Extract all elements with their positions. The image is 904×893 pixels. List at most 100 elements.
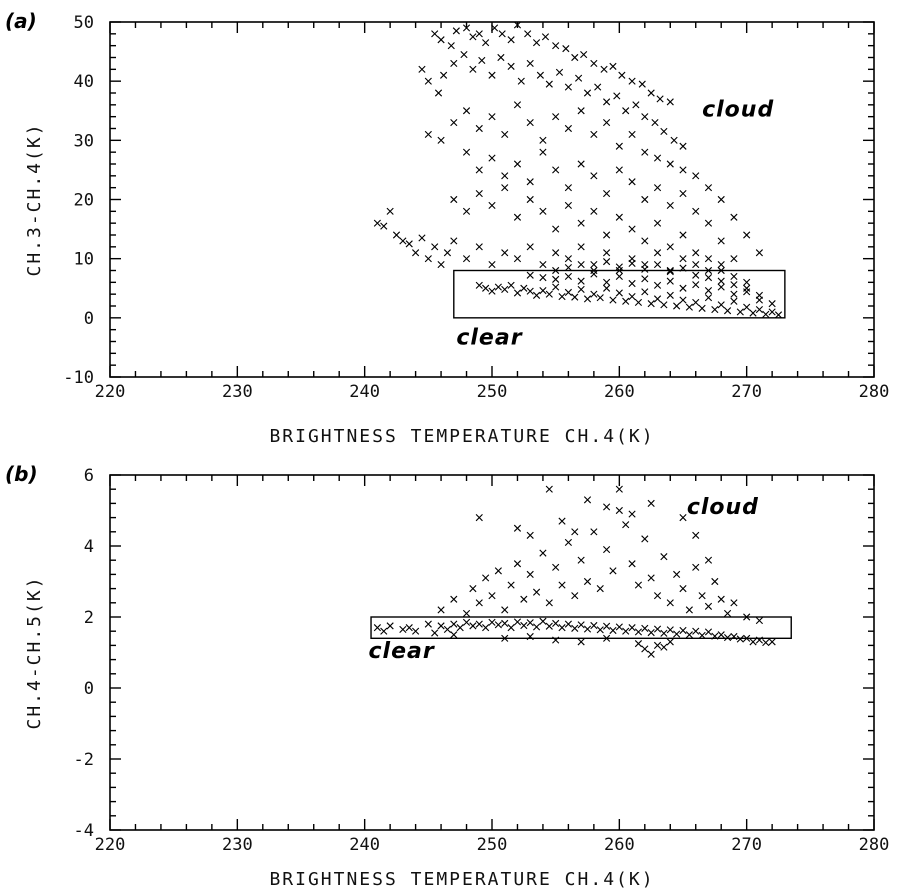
scatter-point bbox=[660, 553, 668, 561]
scatter-point bbox=[475, 514, 483, 522]
scatter-point bbox=[469, 33, 477, 41]
scatter-point bbox=[539, 549, 547, 557]
scatter-point bbox=[536, 71, 544, 79]
scatter-point bbox=[666, 638, 674, 646]
scatter-point bbox=[475, 189, 483, 198]
scatter-point bbox=[634, 628, 643, 636]
scatter-point bbox=[622, 297, 630, 305]
scatter-point bbox=[513, 618, 522, 626]
scatter-point bbox=[488, 260, 496, 269]
scatter-point bbox=[704, 294, 713, 302]
scatter-point bbox=[405, 624, 413, 632]
scatter-point bbox=[552, 166, 560, 174]
scatter-point bbox=[501, 249, 509, 257]
scatter-point bbox=[545, 290, 553, 298]
scatter-point bbox=[418, 65, 426, 73]
scatter-point bbox=[571, 53, 579, 62]
scatter-point bbox=[490, 24, 499, 32]
scatter-point bbox=[552, 42, 560, 50]
scatter-point bbox=[743, 284, 751, 292]
scatter-point bbox=[603, 278, 611, 286]
annotation-cloud: cloud bbox=[702, 98, 774, 123]
scatter-point bbox=[574, 74, 583, 82]
y-tick-label: 40 bbox=[74, 72, 94, 92]
annotation-cloud: cloud bbox=[687, 495, 759, 520]
scatter-point bbox=[380, 222, 388, 230]
scatter-point bbox=[526, 632, 534, 641]
scatter-point bbox=[717, 195, 725, 204]
scatter-point bbox=[673, 570, 681, 578]
y-tick-label: 0 bbox=[84, 679, 94, 699]
scatter-point bbox=[558, 292, 566, 301]
scatter-point bbox=[583, 625, 592, 633]
scatter-point bbox=[615, 263, 623, 271]
scatter-point bbox=[647, 574, 655, 582]
scatter-point bbox=[755, 305, 763, 314]
scatter-point bbox=[558, 624, 566, 632]
scatter-point bbox=[609, 626, 617, 635]
scatter-point bbox=[666, 599, 674, 607]
scatter-point bbox=[564, 184, 572, 192]
scatter-point bbox=[452, 27, 460, 35]
scatter-point bbox=[628, 259, 636, 267]
scatter-point bbox=[698, 304, 706, 312]
scatter-point bbox=[673, 302, 681, 310]
scatter-point bbox=[653, 260, 662, 269]
scatter-point bbox=[755, 249, 763, 257]
scatter-point bbox=[577, 260, 585, 269]
scatter-point bbox=[399, 625, 407, 634]
y-tick-label: 4 bbox=[84, 537, 94, 557]
scatter-point bbox=[717, 301, 725, 309]
scatter-point bbox=[507, 581, 515, 589]
scatter-point bbox=[692, 627, 700, 635]
scatter-point bbox=[622, 627, 630, 635]
scatter-point bbox=[437, 260, 445, 269]
scatter-point bbox=[666, 243, 674, 251]
scatter-point bbox=[590, 172, 598, 180]
scatter-point bbox=[634, 298, 643, 307]
x-tick-label: 260 bbox=[604, 835, 635, 855]
scatter-point bbox=[418, 234, 426, 242]
scatter-point bbox=[774, 311, 783, 319]
scatter-point bbox=[475, 124, 483, 133]
scatter-point bbox=[526, 195, 534, 204]
scatter-point bbox=[392, 231, 401, 239]
scatter-point bbox=[545, 599, 553, 607]
scatter-point bbox=[622, 107, 630, 115]
scatter-point bbox=[475, 281, 483, 289]
scatter-point bbox=[711, 305, 719, 314]
scatter-point bbox=[513, 213, 522, 221]
scatter-point bbox=[666, 626, 674, 634]
scatter-point bbox=[704, 556, 713, 564]
scatter-point bbox=[488, 201, 496, 210]
scatter-point bbox=[692, 172, 700, 180]
y-tick-label: 2 bbox=[84, 608, 94, 628]
scatter-point bbox=[564, 538, 572, 547]
scatter-point bbox=[628, 560, 636, 568]
scatter-point bbox=[498, 30, 506, 38]
scatter-point bbox=[412, 249, 420, 257]
y-tick-label: -4 bbox=[74, 821, 94, 841]
scatter-point bbox=[450, 118, 458, 127]
scatter-point bbox=[692, 260, 700, 269]
scatter-point bbox=[603, 249, 611, 257]
scatter-point bbox=[562, 45, 570, 53]
scatter-point bbox=[590, 621, 598, 630]
scatter-point bbox=[596, 294, 604, 302]
scatter-point bbox=[641, 195, 649, 204]
scatter-point bbox=[679, 231, 687, 239]
scatter-point bbox=[545, 622, 553, 630]
scatter-point bbox=[704, 287, 713, 295]
scatter-point bbox=[462, 107, 471, 115]
scatter-point bbox=[590, 270, 598, 278]
scatter-point bbox=[749, 309, 757, 317]
scatter-point bbox=[660, 629, 668, 637]
scatter-point bbox=[679, 264, 687, 272]
scatter-point bbox=[571, 624, 579, 632]
scatter-point bbox=[653, 184, 662, 192]
scatter-point bbox=[590, 260, 598, 269]
scatter-point bbox=[488, 113, 496, 121]
scatter-point bbox=[577, 219, 585, 227]
scatter-point bbox=[526, 118, 534, 127]
scatter-point bbox=[494, 567, 502, 575]
